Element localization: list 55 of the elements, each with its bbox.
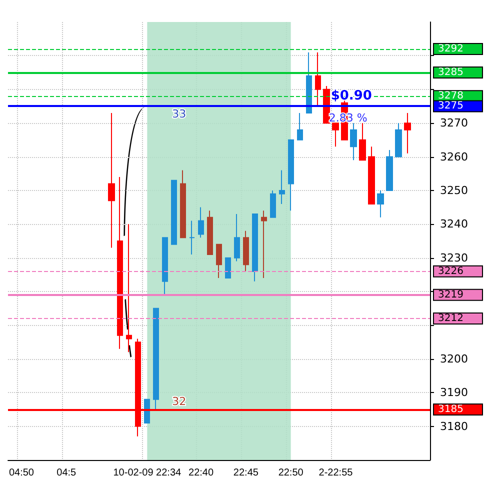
candlestick [198,206,204,238]
y-tick-label: 3190 [440,386,468,400]
x-tick-label: 2-22:55 [318,468,354,478]
candlestick [359,122,366,161]
candlestick [171,180,177,245]
x-tick-label: 22:50 [278,468,304,478]
ref-line-label: 3285 [438,67,464,78]
x-tick-label: 10-02-09 22:34 [113,468,182,478]
candlestick [368,146,375,204]
y-tick-label: 3270 [440,116,468,130]
y-tick-label: 3200 [440,352,468,366]
candlestick [297,112,303,140]
y-tick-label: 3260 [440,150,468,164]
candlestick [216,244,222,279]
candlestick [404,112,411,154]
ref-line-label: 3292 [438,43,464,54]
annotation: 32 [172,394,186,408]
candlestick [261,210,267,279]
candlestick [108,112,115,248]
candlestick [350,122,357,161]
candlestick [162,237,168,296]
ref-line-label: 3212 [438,312,464,324]
candlestick [189,220,195,255]
candlestick [377,190,384,218]
x-tick-label: 22:40 [188,468,214,478]
ref-line-label: 3278 [438,90,464,102]
candlestick [243,230,249,272]
annotation: 33 [172,108,186,121]
candlestick [395,122,402,158]
candlestick [270,190,276,218]
y-tick-label: 3240 [440,218,468,231]
candlestick [207,210,213,255]
ref-line-label: 3219 [438,289,464,300]
candlestick [252,214,258,282]
y-tick-label: 3250 [440,184,468,197]
candlestick [279,170,285,204]
ref-line-label: 3185 [438,404,464,415]
ref-line-label: 3275 [438,100,464,112]
candlestick [180,170,186,238]
y-tick-label: 3180 [440,420,468,433]
candlestick [386,150,393,191]
candlestick [315,52,321,107]
x-tick-label: 04:50 [8,468,34,478]
candlestick [225,257,231,279]
ref-line-label: 3226 [438,266,464,277]
candlestick [153,308,159,410]
candlestick [332,122,339,148]
x-tick-label: 22:45 [233,468,259,478]
y-tick-label: 3230 [440,251,468,264]
candlestick [306,52,312,114]
x-tick-label: 04:5 [56,468,77,478]
candlestick [144,398,150,424]
candlestick [234,214,240,262]
candlestick [117,176,123,350]
candlestick [288,139,294,212]
